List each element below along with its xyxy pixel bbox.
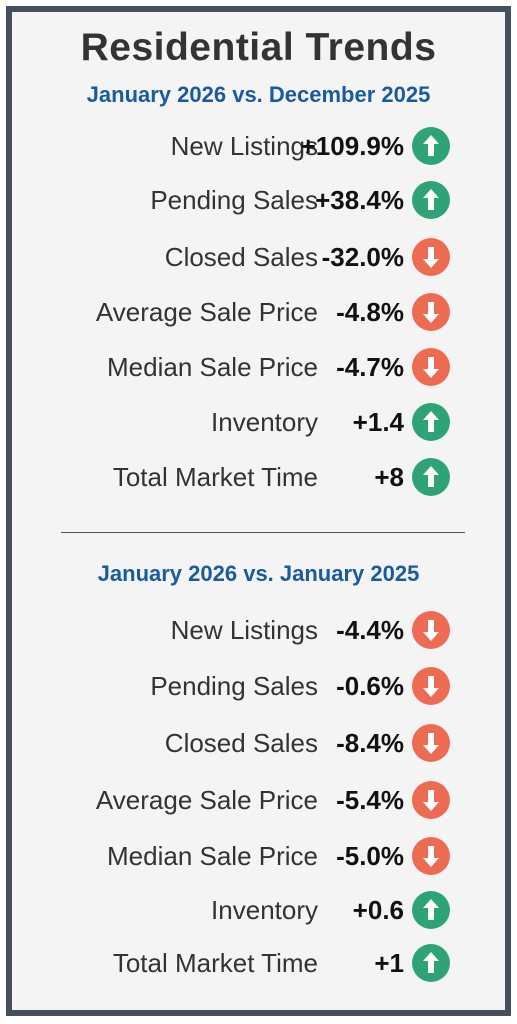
stat-value: -4.4%: [336, 615, 404, 645]
stat-value: -32.0%: [321, 242, 404, 272]
section-heading-month-over-month: January 2026 vs. December 2025: [86, 82, 431, 107]
stat-row: Pending Sales -0.6%: [12, 664, 505, 708]
stat-row: Inventory +0.6: [12, 888, 505, 932]
arrow-down-icon: [412, 611, 450, 649]
stat-row: Average Sale Price -5.4%: [12, 778, 505, 822]
arrow-down-icon: [412, 293, 450, 331]
stat-label: New Listings: [170, 131, 318, 161]
arrow-down-icon: [412, 724, 450, 762]
stat-label: Closed Sales: [164, 728, 318, 758]
trends-card: Residential Trends January 2026 vs. Dece…: [6, 6, 511, 1016]
stat-row: Closed Sales -8.4%: [12, 721, 505, 765]
arrow-up-icon: [412, 181, 450, 219]
stat-label: Inventory: [211, 895, 318, 925]
stat-value: +8: [374, 462, 404, 492]
stat-value: +1.4: [352, 407, 404, 437]
stat-value: +0.6: [352, 895, 404, 925]
stat-value: +109.9%: [300, 131, 404, 161]
arrow-up-icon: [412, 944, 450, 982]
stat-row: Average Sale Price -4.8%: [12, 290, 505, 334]
stat-value: -5.0%: [336, 841, 404, 871]
stat-label: Average Sale Price: [95, 785, 318, 815]
stat-row: Inventory +1.4: [12, 400, 505, 444]
stat-value: -4.7%: [336, 352, 404, 382]
page-title: Residential Trends: [80, 26, 437, 69]
arrow-up-icon: [412, 458, 450, 496]
stat-label: Pending Sales: [150, 671, 318, 701]
stat-label: New Listings: [170, 615, 318, 645]
stat-label: Total Market Time: [112, 948, 318, 978]
arrow-down-icon: [412, 348, 450, 386]
stat-row: New Listings -4.4%: [12, 608, 505, 652]
stat-row: New Listings +109.9%: [12, 124, 505, 168]
arrow-up-icon: [412, 127, 450, 165]
stat-label: Closed Sales: [164, 242, 318, 272]
arrow-down-icon: [412, 837, 450, 875]
section-heading-year-over-year: January 2026 vs. January 2025: [97, 561, 420, 586]
stat-row: Total Market Time +1: [12, 941, 505, 985]
stat-row: Total Market Time +8: [12, 455, 505, 499]
arrow-down-icon: [412, 238, 450, 276]
stat-value: -8.4%: [336, 728, 404, 758]
arrow-down-icon: [412, 667, 450, 705]
stat-row: Pending Sales +38.4%: [12, 178, 505, 222]
stat-value: -0.6%: [336, 671, 404, 701]
stat-value: -5.4%: [336, 785, 404, 815]
stat-label: Median Sale Price: [107, 841, 318, 871]
stat-row: Closed Sales -32.0%: [12, 235, 505, 279]
stat-label: Median Sale Price: [107, 352, 318, 382]
section-divider: [61, 532, 465, 533]
stat-value: +1: [374, 948, 404, 978]
stat-label: Pending Sales: [150, 185, 318, 215]
stat-value: +38.4%: [315, 185, 404, 215]
stat-row: Median Sale Price -4.7%: [12, 345, 505, 389]
stat-label: Average Sale Price: [95, 297, 318, 327]
stat-row: Median Sale Price -5.0%: [12, 834, 505, 878]
stat-value: -4.8%: [336, 297, 404, 327]
arrow-down-icon: [412, 781, 450, 819]
stat-label: Total Market Time: [112, 462, 318, 492]
stat-label: Inventory: [211, 407, 318, 437]
arrow-up-icon: [412, 891, 450, 929]
arrow-up-icon: [412, 403, 450, 441]
